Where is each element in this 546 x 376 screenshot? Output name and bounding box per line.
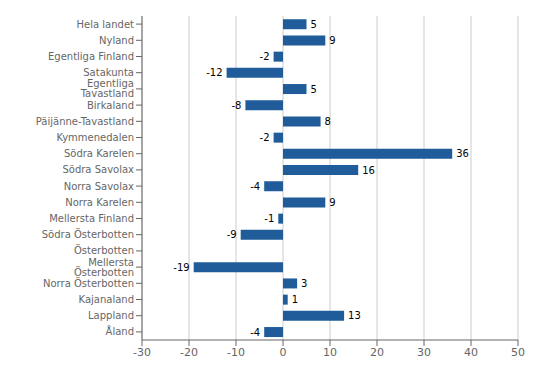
svg-text:50: 50 bbox=[511, 346, 525, 359]
svg-text:Lappland: Lappland bbox=[88, 310, 134, 321]
svg-text:Mellersta Finland: Mellersta Finland bbox=[49, 213, 134, 224]
svg-text:EgentligaTavastland: EgentligaTavastland bbox=[80, 78, 134, 99]
svg-text:-8: -8 bbox=[231, 100, 241, 111]
svg-text:-4: -4 bbox=[250, 181, 260, 192]
svg-text:Nyland: Nyland bbox=[99, 35, 134, 46]
svg-text:8: 8 bbox=[325, 116, 331, 127]
svg-text:5: 5 bbox=[311, 19, 317, 30]
svg-text:13: 13 bbox=[348, 310, 361, 321]
svg-text:Österbotten: Österbotten bbox=[74, 244, 134, 256]
svg-text:Norra Savolax: Norra Savolax bbox=[64, 181, 134, 192]
svg-text:Satakunta: Satakunta bbox=[83, 67, 134, 78]
svg-text:Birkaland: Birkaland bbox=[87, 100, 134, 111]
svg-text:Päijänne-Tavastland: Päijänne-Tavastland bbox=[36, 116, 134, 127]
svg-text:36: 36 bbox=[456, 148, 469, 159]
svg-text:Södra Karelen: Södra Karelen bbox=[64, 148, 134, 159]
svg-text:16: 16 bbox=[362, 165, 375, 176]
svg-text:Egentliga Finland: Egentliga Finland bbox=[48, 51, 134, 62]
svg-text:Åland: Åland bbox=[106, 325, 134, 337]
svg-text:0: 0 bbox=[280, 346, 287, 359]
svg-text:Södra Österbotten: Södra Österbotten bbox=[42, 228, 134, 240]
svg-text:Hela landet: Hela landet bbox=[77, 19, 135, 30]
svg-text:10: 10 bbox=[323, 346, 337, 359]
svg-text:30: 30 bbox=[417, 346, 431, 359]
svg-text:Kymmenedalen: Kymmenedalen bbox=[56, 132, 134, 143]
svg-text:Norra Karelen: Norra Karelen bbox=[65, 197, 134, 208]
svg-text:20: 20 bbox=[370, 346, 384, 359]
svg-text:-12: -12 bbox=[206, 67, 222, 78]
svg-text:-19: -19 bbox=[173, 262, 189, 273]
svg-text:-1: -1 bbox=[264, 213, 274, 224]
svg-text:MellerstaÖsterbotten: MellerstaÖsterbotten bbox=[74, 257, 134, 278]
svg-text:Kajanaland: Kajanaland bbox=[79, 294, 134, 305]
svg-text:3: 3 bbox=[301, 278, 307, 289]
svg-text:-20: -20 bbox=[180, 346, 198, 359]
svg-text:-10: -10 bbox=[227, 346, 245, 359]
svg-text:5: 5 bbox=[311, 84, 317, 95]
svg-text:-30: -30 bbox=[133, 346, 151, 359]
svg-text:-4: -4 bbox=[250, 327, 260, 338]
svg-text:-2: -2 bbox=[260, 132, 270, 143]
svg-text:Norra Österbotten: Norra Österbotten bbox=[43, 277, 134, 289]
svg-text:9: 9 bbox=[329, 35, 335, 46]
svg-text:-9: -9 bbox=[227, 229, 237, 240]
svg-text:40: 40 bbox=[464, 346, 478, 359]
svg-text:-2: -2 bbox=[260, 51, 270, 62]
svg-text:Södra Savolax: Södra Savolax bbox=[62, 164, 134, 175]
svg-text:1: 1 bbox=[292, 294, 298, 305]
svg-text:9: 9 bbox=[329, 197, 335, 208]
